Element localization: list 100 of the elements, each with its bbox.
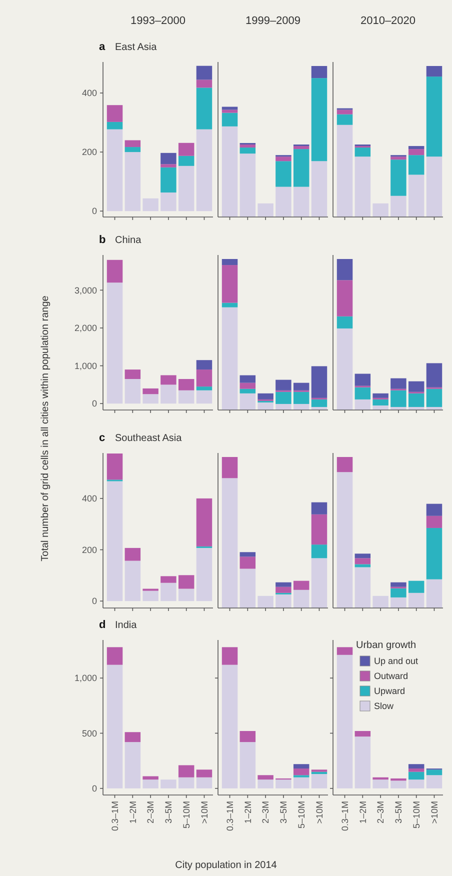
bar [124, 152, 141, 212]
bar [106, 664, 123, 788]
bar [408, 780, 424, 788]
bar [293, 382, 310, 390]
bar [142, 394, 158, 404]
bar [311, 502, 328, 514]
x-tick-label: 1–2M [128, 801, 138, 824]
y-tick-label: 1,000 [74, 360, 97, 371]
bar [240, 144, 256, 148]
bar [142, 776, 158, 780]
bar [222, 259, 238, 266]
bar [390, 588, 406, 598]
bar [178, 777, 194, 788]
bar [276, 594, 292, 608]
bar [178, 575, 194, 589]
x-tick-label: 3–5M [164, 801, 174, 824]
x-tick-label: 3–5M [278, 801, 289, 824]
bar [178, 142, 194, 156]
bar [240, 375, 256, 383]
bar [258, 393, 274, 400]
bar [124, 548, 141, 561]
x-tick-label: >10M [429, 801, 440, 824]
bar [196, 386, 212, 390]
y-tick-label: 0 [92, 206, 97, 216]
bar [426, 504, 442, 516]
bar [222, 664, 238, 788]
bar [222, 457, 238, 478]
bar [390, 160, 406, 196]
bar [106, 481, 123, 602]
x-tick-label: 1–2M [358, 801, 368, 824]
bar [240, 552, 256, 557]
bar [426, 770, 442, 776]
bar [160, 375, 176, 385]
bar [293, 186, 310, 217]
bar [106, 282, 123, 404]
legend-label: Up and out [374, 656, 419, 666]
x-tick-label: 0.3–1M [224, 801, 235, 832]
bar [222, 307, 238, 410]
bar [354, 374, 371, 386]
bar [106, 647, 123, 665]
bar [178, 156, 194, 166]
bar [426, 775, 442, 788]
bar [160, 582, 176, 602]
y-tick-label: 0 [92, 784, 97, 794]
x-tick-label: 1–2M [242, 801, 253, 824]
bar [196, 498, 212, 546]
bar [106, 122, 123, 130]
bar [196, 370, 212, 387]
bar [106, 260, 123, 283]
bar [336, 647, 353, 655]
bar [354, 148, 371, 157]
bar [311, 399, 328, 407]
bar [293, 404, 310, 410]
bar [408, 764, 424, 769]
bar [160, 152, 176, 164]
y-tick-label: 0 [92, 398, 97, 409]
bar [240, 382, 256, 389]
bar [196, 66, 212, 80]
x-axis-title: City population in 2014 [175, 860, 278, 871]
bar [142, 780, 158, 788]
bar [426, 66, 442, 77]
bar [372, 777, 388, 780]
bar [408, 155, 424, 175]
text: c [99, 432, 106, 444]
bar [196, 777, 212, 788]
bar [240, 556, 256, 569]
bar [240, 393, 256, 410]
bar [426, 363, 442, 388]
bar [311, 514, 328, 545]
bar [142, 590, 158, 602]
bar [106, 454, 123, 480]
x-tick-label: >10M [314, 801, 324, 824]
x-tick-label: 0.3–1M [110, 801, 120, 832]
bar [390, 597, 406, 608]
bar [354, 558, 371, 564]
bar [124, 147, 141, 152]
legend-title: Urban growth [356, 640, 416, 651]
bar [372, 405, 388, 410]
bar [390, 390, 406, 407]
bar [276, 392, 292, 404]
chart-title: 1999–2009 [245, 15, 301, 27]
bar [408, 580, 424, 593]
bar [196, 80, 212, 88]
bar [222, 265, 238, 303]
bar [354, 731, 371, 737]
text: d [99, 619, 106, 631]
bar [258, 203, 274, 217]
bar [311, 544, 328, 558]
bar [222, 110, 238, 113]
bar [390, 378, 406, 389]
bar [178, 166, 194, 212]
bar [408, 393, 424, 407]
bar [408, 768, 424, 772]
bar [124, 560, 141, 602]
bar [372, 393, 388, 398]
x-tick-label: 3–5M [394, 801, 404, 824]
bar [276, 156, 292, 162]
bar [311, 78, 328, 162]
bar [106, 129, 123, 212]
bar [124, 732, 141, 742]
